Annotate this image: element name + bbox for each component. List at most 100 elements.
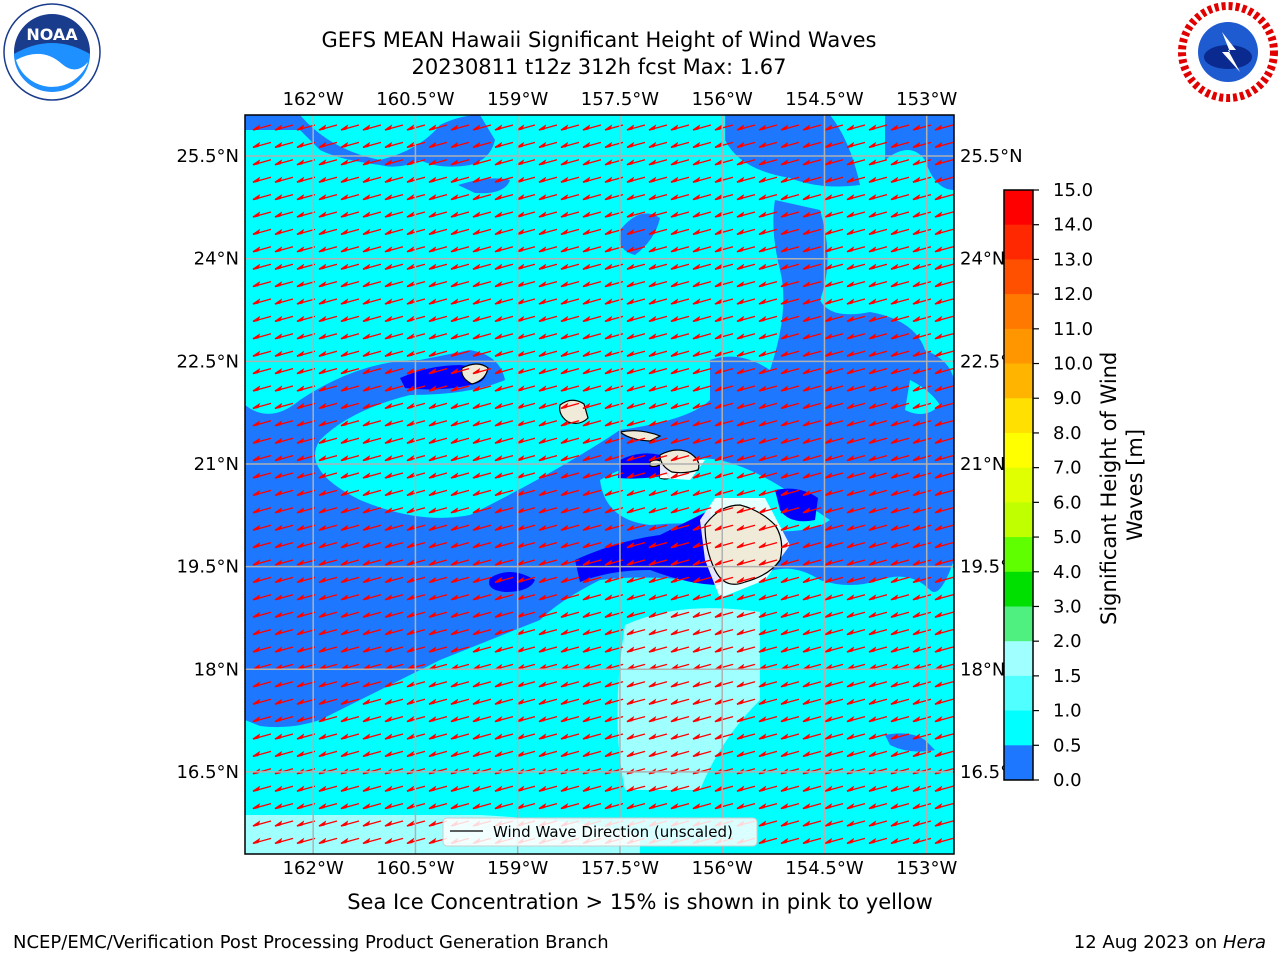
wave-direction-arrow	[648, 681, 668, 688]
wave-direction-arrow	[802, 228, 822, 236]
colorbar-tick-label: 3.0	[1053, 596, 1082, 617]
wave-direction-arrow	[758, 507, 778, 514]
wave-direction-arrow	[560, 524, 580, 531]
wave-direction-arrow	[934, 402, 954, 410]
wave-direction-arrow	[450, 350, 470, 357]
wave-direction-arrow	[868, 454, 888, 462]
wave-direction-arrow	[912, 280, 932, 288]
wave-direction-arrow	[318, 507, 338, 514]
wave-direction-arrow	[868, 141, 888, 149]
wave-direction-arrow	[274, 315, 294, 323]
wave-direction-arrow	[758, 263, 778, 270]
wave-direction-arrow	[560, 367, 580, 375]
wave-direction-arrow	[714, 681, 734, 688]
wave-direction-arrow	[252, 733, 272, 740]
wave-direction-arrow	[538, 124, 558, 131]
wave-direction-arrow	[780, 193, 800, 201]
wave-direction-arrow	[340, 454, 360, 462]
wave-direction-arrow	[450, 211, 470, 218]
wave-direction-arrow	[868, 402, 888, 410]
wave-direction-arrow	[890, 750, 910, 758]
colorbar-swatch	[1004, 606, 1033, 642]
wave-direction-arrow	[362, 124, 382, 131]
wave-direction-arrow	[296, 472, 316, 479]
wave-direction-arrow	[582, 576, 602, 584]
wave-direction-arrow	[252, 594, 272, 601]
lon-label: 153°W	[896, 858, 957, 879]
wave-direction-arrow	[714, 541, 734, 549]
wave-direction-arrow	[868, 681, 888, 688]
wave-direction-arrow	[912, 420, 932, 427]
wave-direction-arrow	[494, 750, 514, 758]
wave-direction-arrow	[957, 595, 975, 600]
wave-direction-arrow	[736, 124, 756, 131]
wave-direction-arrow	[340, 837, 360, 845]
wave-direction-arrow	[780, 402, 800, 410]
wave-direction-arrow	[912, 820, 932, 827]
wave-direction-arrow	[692, 333, 712, 340]
wave-direction-arrow	[846, 454, 866, 462]
wave-direction-arrow	[428, 646, 448, 653]
wave-direction-arrow	[450, 489, 470, 497]
wave-direction-arrow	[516, 611, 536, 618]
wave-direction-arrow	[362, 820, 382, 827]
wave-direction-arrow	[934, 802, 954, 810]
wave-direction-arrow	[714, 333, 734, 340]
wave-direction-arrow	[472, 246, 492, 253]
wave-direction-arrow	[561, 856, 579, 861]
wave-direction-arrow	[934, 385, 954, 392]
wave-direction-arrow	[472, 715, 492, 723]
wave-direction-arrow	[670, 211, 690, 218]
wave-direction-arrow	[780, 159, 800, 166]
wave-direction-arrow	[428, 159, 448, 166]
wave-direction-arrow	[957, 299, 975, 304]
wave-direction-arrow	[912, 367, 932, 375]
wave-direction-arrow	[824, 280, 844, 288]
wave-direction-arrow	[538, 367, 558, 375]
wave-direction-arrow	[912, 750, 932, 758]
wave-direction-arrow	[450, 385, 470, 392]
wave-direction-arrow	[736, 402, 756, 410]
wave-direction-arrow	[934, 628, 954, 636]
wave-direction-arrow	[626, 246, 646, 253]
wave-direction-arrow	[538, 298, 558, 305]
wave-direction-arrow	[318, 159, 338, 166]
wave-direction-arrow	[648, 733, 668, 740]
wave-direction-arrow	[560, 541, 580, 549]
wave-direction-arrow	[516, 681, 536, 688]
wave-direction-arrow	[450, 559, 470, 566]
wave-direction-arrow	[428, 628, 448, 636]
wave-direction-arrow	[802, 402, 822, 410]
wave-direction-arrow	[450, 333, 470, 340]
wave-direction-arrow	[692, 628, 712, 636]
wave-direction-arrow	[934, 228, 954, 236]
wave-direction-arrow	[472, 176, 492, 183]
wave-direction-arrow	[340, 628, 360, 636]
wave-direction-arrow	[450, 576, 470, 584]
wave-direction-arrow	[671, 856, 689, 861]
wave-direction-arrow	[912, 611, 932, 618]
wave-direction-arrow	[274, 350, 294, 357]
wave-direction-arrow	[318, 420, 338, 427]
wave-direction-arrow	[824, 454, 844, 462]
wave-direction-arrow	[384, 785, 404, 792]
wave-direction-arrow	[582, 559, 602, 566]
wave-direction-arrow	[846, 228, 866, 236]
wave-direction-arrow	[252, 315, 272, 323]
wave-direction-arrow	[957, 195, 975, 200]
wave-direction-arrow	[428, 420, 448, 427]
wave-direction-arrow	[494, 698, 514, 705]
wave-direction-arrow	[934, 263, 954, 270]
wave-direction-arrow	[516, 437, 536, 444]
wave-direction-arrow	[252, 298, 272, 305]
wave-direction-arrow	[824, 246, 844, 253]
wave-direction-arrow	[758, 333, 778, 340]
wave-direction-arrow	[538, 315, 558, 323]
wave-direction-arrow	[802, 246, 822, 253]
wave-direction-arrow	[869, 856, 887, 861]
wave-direction-arrow	[780, 611, 800, 618]
wave-direction-arrow	[912, 576, 932, 584]
wave-direction-arrow	[472, 454, 492, 462]
wave-direction-arrow	[824, 176, 844, 183]
island-maui-outline	[659, 449, 700, 474]
